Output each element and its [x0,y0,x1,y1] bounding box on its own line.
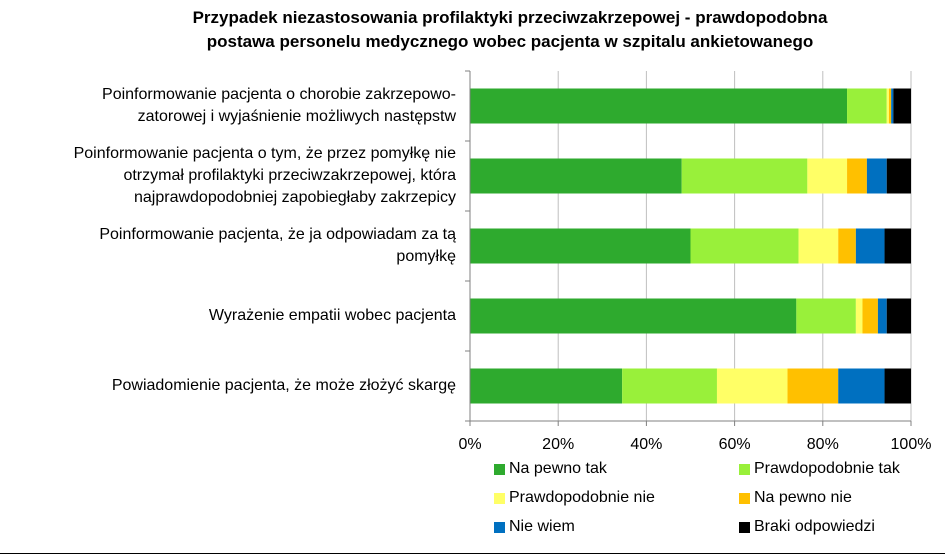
legend-label: Prawdopodobnie nie [509,489,655,506]
category-label-line: Wyrażenie empatii wobec pacjenta [208,307,456,324]
bar-segment [886,158,911,194]
x-tick-label: 60% [719,436,751,453]
bar-segment [877,298,887,334]
category-label-line: zatorowej i wyjaśnienie możliwych następ… [137,108,456,125]
legend-item: Prawdopodobnie tak [739,459,900,479]
legend-label: Nie wiem [509,518,575,535]
bar-segment [838,228,856,264]
bar-segment [884,228,911,264]
legend-swatch [494,463,505,475]
category-label: Wyrażenie empatii wobec pacjenta [10,305,456,327]
legend-swatch [494,492,505,504]
category-label-line: pomyłkę [396,248,456,265]
bar-segment [470,228,691,264]
bar-segment [866,158,887,194]
x-tick-label: 100% [891,436,932,453]
bar-segment [855,298,863,334]
bar-segment [886,88,889,124]
bar-segment [796,298,856,334]
category-label-line: Powiadomienie pacjenta, że może złożyć s… [111,377,456,394]
category-label-line: Poinformowanie pacjenta o chorobie zakrz… [102,86,456,103]
bar-segment [884,368,911,404]
legend-swatch [494,521,505,533]
bar-segment [893,88,911,124]
category-label-line: najprawdopodobniej zapobiegłaby zakrzepi… [134,189,456,206]
bar-segment [847,158,867,194]
legend-item: Nie wiem [494,517,575,537]
x-tick-label: 0% [458,436,481,453]
legend-label: Prawdopodobnie tak [754,460,900,477]
legend-label: Braki odpowiedzi [754,518,875,535]
legend-label: Na pewno tak [509,460,607,477]
x-tick-label: 20% [542,436,574,453]
chart-title-line-1: Przypadek niezastosowania profilaktyki p… [192,8,828,27]
bar-segment [855,228,885,264]
category-label: Poinformowanie pacjenta o chorobie zakrz… [10,84,456,128]
category-label: Poinformowanie pacjenta o tym, że przez … [10,143,456,209]
bar-segment [681,158,808,194]
bottom-border [0,553,945,554]
bar-segment [470,88,848,124]
bar-segment [888,88,892,124]
bar-segment [847,88,887,124]
legend-swatch [739,492,750,504]
category-label-line: otrzymał profilaktyki przeciwzakrzepowej… [123,167,456,184]
bar-segment [690,228,799,264]
legend-label: Na pewno nie [754,489,852,506]
bar-segment [886,298,911,334]
legend-item: Braki odpowiedzi [739,517,875,537]
legend-item: Prawdopodobnie nie [494,488,655,508]
legend-swatch [739,463,750,475]
bar-segment [798,228,839,264]
category-label: Poinformowanie pacjenta, że ja odpowiada… [10,224,456,268]
bar-segment [787,368,839,404]
bar-segment [470,368,623,404]
category-label-line: Poinformowanie pacjenta o tym, że przez … [73,145,456,162]
bar-segment [838,368,885,404]
bar-segment [470,158,682,194]
chart-title: Przypadek niezastosowania profilaktyki p… [110,6,910,54]
bar-segment [470,298,797,334]
bar-segment [862,298,878,334]
legend-item: Na pewno nie [739,488,852,508]
chart-title-line-2: postawa personelu medycznego wobec pacje… [206,32,814,51]
x-tick-label: 80% [807,436,839,453]
category-label: Powiadomienie pacjenta, że może złożyć s… [10,375,456,397]
category-label-line: Poinformowanie pacjenta, że ja odpowiada… [99,226,456,243]
bar-segment [807,158,848,194]
bar-segment [622,368,717,404]
x-tick-label: 40% [630,436,662,453]
bar-segment [716,368,788,404]
legend-item: Na pewno tak [494,459,607,479]
legend-swatch [739,521,750,533]
bar-segment [891,88,894,124]
